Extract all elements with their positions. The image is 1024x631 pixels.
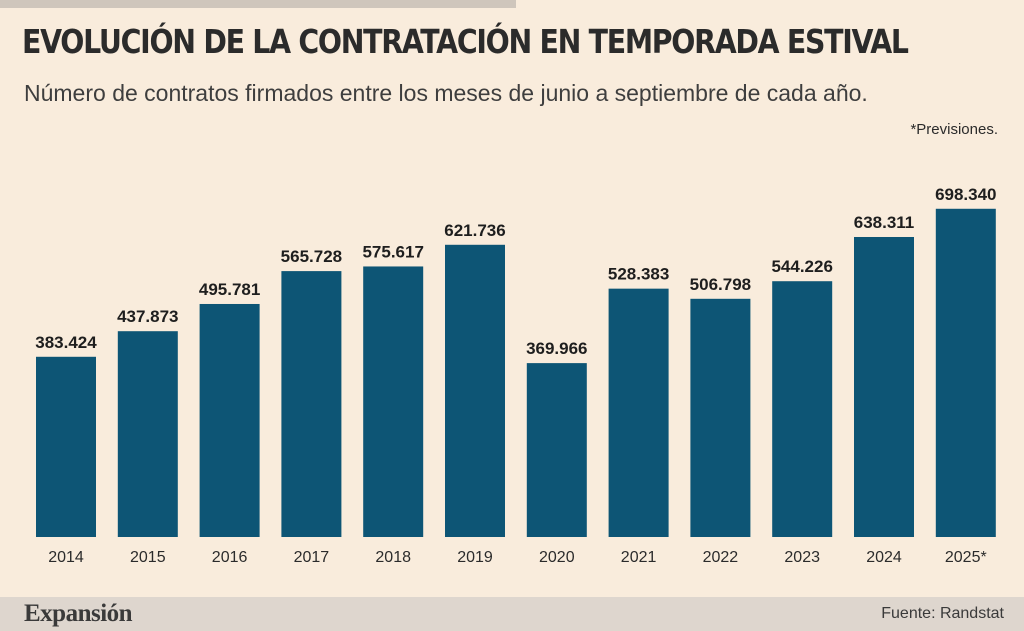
source-note: Fuente: Randstat [881,605,1004,622]
value-label-2020: 369.966 [526,339,587,358]
bar-2025 [935,208,996,537]
top-rule [0,0,516,8]
value-label-2015: 437.873 [117,307,178,326]
bar-2015 [117,331,178,537]
category-label-2017: 2017 [294,549,330,566]
chart-subtitle: Número de contratos firmados entre los m… [24,80,868,106]
value-label-2016: 495.781 [199,280,260,299]
value-label-2018: 575.617 [362,242,423,261]
category-label-2019: 2019 [457,549,493,566]
category-label-2016: 2016 [212,549,248,566]
value-label-2025: 698.340 [935,185,996,204]
value-label-2021: 528.383 [608,265,669,284]
category-label-2018: 2018 [375,549,411,566]
bar-2018 [363,266,424,537]
bar-2019 [445,244,505,537]
chart-title: EVOLUCIÓN DE LA CONTRATACIÓN EN TEMPORAD… [22,22,909,61]
forecast-note: *Previsiones. [910,121,998,138]
category-label-2020: 2020 [539,549,575,566]
value-label-2019: 621.736 [444,221,505,240]
value-label-2023: 544.226 [771,257,832,276]
bar-2024 [854,236,914,537]
bar-2023 [772,281,833,537]
bar-2014 [36,356,96,537]
bar-2020 [526,363,587,537]
category-label-2015: 2015 [130,549,166,566]
bar-2021 [608,288,669,537]
bar-2017 [281,271,342,537]
value-label-2017: 565.728 [281,247,342,266]
category-label-2022: 2022 [703,549,739,566]
category-label-2021: 2021 [621,549,657,566]
category-label-2024: 2024 [866,549,902,566]
category-label-2023: 2023 [784,549,820,566]
value-label-2024: 638.311 [854,213,915,232]
category-label-2025: 2025* [945,549,987,566]
category-label-2014: 2014 [48,549,84,566]
value-label-2014: 383.424 [35,333,97,352]
bar-2016 [199,303,260,537]
footer-bar: Expansión Fuente: Randstat [0,597,1024,631]
bar-chart: 383.424 2014 437.873 2015 495.781 2016 565.728… [35,185,996,566]
bar-2022 [690,298,751,537]
value-label-2022: 506.798 [690,275,751,294]
brand-logo: Expansión [24,600,133,627]
